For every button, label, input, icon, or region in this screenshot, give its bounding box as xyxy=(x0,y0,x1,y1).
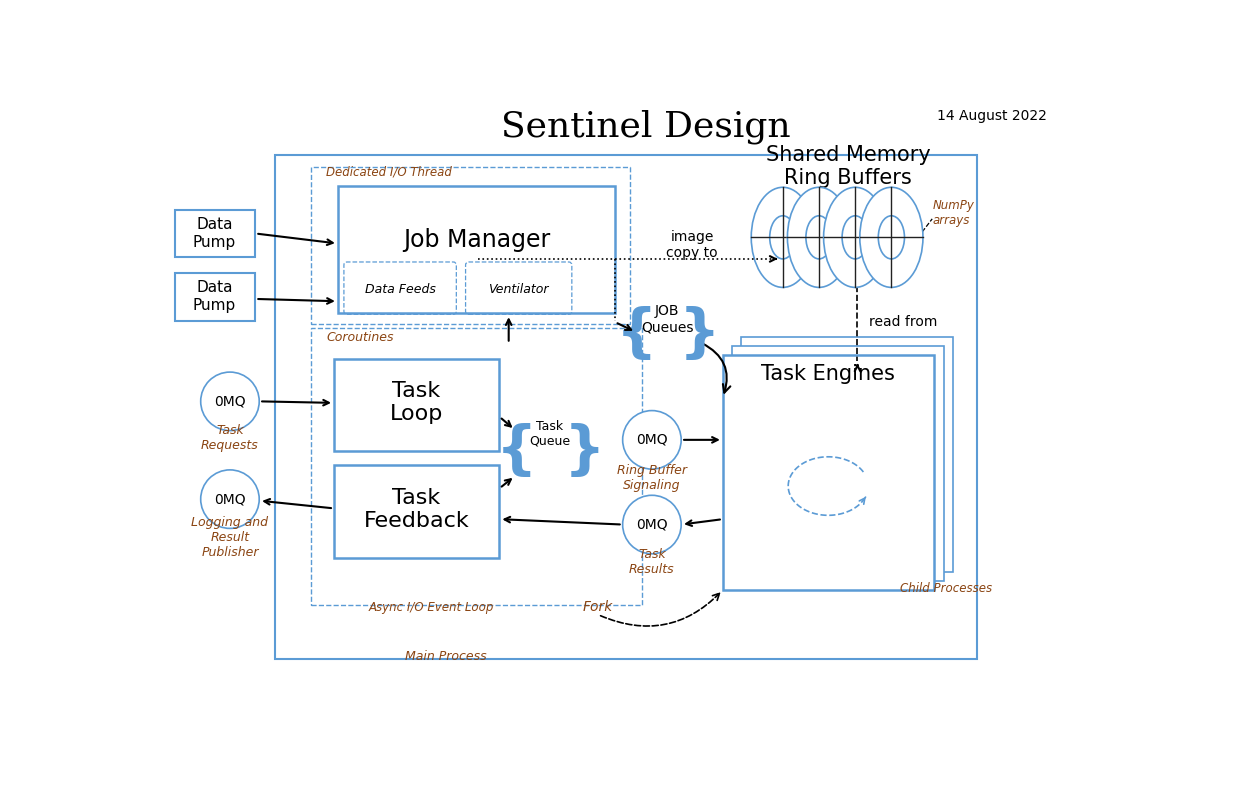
FancyArrowPatch shape xyxy=(601,593,719,626)
Text: Data Feeds: Data Feeds xyxy=(364,284,436,296)
Text: Task
Queue: Task Queue xyxy=(529,420,570,448)
Ellipse shape xyxy=(751,187,814,288)
Text: }: } xyxy=(679,306,721,363)
Text: image
copy to: image copy to xyxy=(667,230,718,260)
Text: Ventilator: Ventilator xyxy=(489,284,549,296)
Text: Ring Buffer
Signaling: Ring Buffer Signaling xyxy=(617,463,687,492)
FancyBboxPatch shape xyxy=(723,355,935,590)
Text: Task
Results: Task Results xyxy=(629,548,674,576)
FancyArrowPatch shape xyxy=(702,343,731,393)
Text: 0MQ: 0MQ xyxy=(214,492,246,506)
Circle shape xyxy=(622,411,682,469)
Text: Coroutines: Coroutines xyxy=(326,331,393,344)
FancyBboxPatch shape xyxy=(732,346,944,581)
Circle shape xyxy=(622,495,682,554)
Ellipse shape xyxy=(770,215,796,259)
Text: Task
Requests: Task Requests xyxy=(202,424,258,452)
Text: 14 August 2022: 14 August 2022 xyxy=(937,109,1047,123)
Text: {: { xyxy=(616,306,658,363)
Text: Task
Feedback: Task Feedback xyxy=(363,488,469,531)
Text: NumPy
arrays: NumPy arrays xyxy=(932,198,974,227)
Text: {: { xyxy=(495,423,537,480)
Text: Async I/O Event Loop: Async I/O Event Loop xyxy=(368,601,494,614)
Text: Fork: Fork xyxy=(583,600,614,614)
Text: Data
Pump: Data Pump xyxy=(193,217,236,249)
Ellipse shape xyxy=(859,187,922,288)
Ellipse shape xyxy=(878,215,905,259)
FancyBboxPatch shape xyxy=(741,337,953,572)
Text: Job Manager: Job Manager xyxy=(403,228,549,252)
Text: Dedicated I/O Thread: Dedicated I/O Thread xyxy=(326,165,452,178)
Text: Main Process: Main Process xyxy=(404,650,486,663)
Ellipse shape xyxy=(824,187,887,288)
Ellipse shape xyxy=(842,215,868,259)
Circle shape xyxy=(200,372,260,431)
Ellipse shape xyxy=(806,215,832,259)
Text: Data
Pump: Data Pump xyxy=(193,280,236,313)
Text: JOB
Queues: JOB Queues xyxy=(641,304,693,334)
Text: }: } xyxy=(563,423,605,480)
Text: Sentinel Design: Sentinel Design xyxy=(501,109,790,143)
Text: 0MQ: 0MQ xyxy=(636,518,668,531)
Text: read from: read from xyxy=(869,315,937,329)
Text: Task
Loop: Task Loop xyxy=(389,382,444,424)
Text: Child Processes: Child Processes xyxy=(900,582,992,595)
Text: Task Engines: Task Engines xyxy=(761,364,895,385)
Text: 0MQ: 0MQ xyxy=(636,433,668,447)
Text: Shared Memory
Ring Buffers: Shared Memory Ring Buffers xyxy=(766,145,931,188)
Ellipse shape xyxy=(788,187,850,288)
Text: 0MQ: 0MQ xyxy=(214,394,246,408)
Text: Logging and
Result
Publisher: Logging and Result Publisher xyxy=(192,516,268,559)
Circle shape xyxy=(200,470,260,528)
